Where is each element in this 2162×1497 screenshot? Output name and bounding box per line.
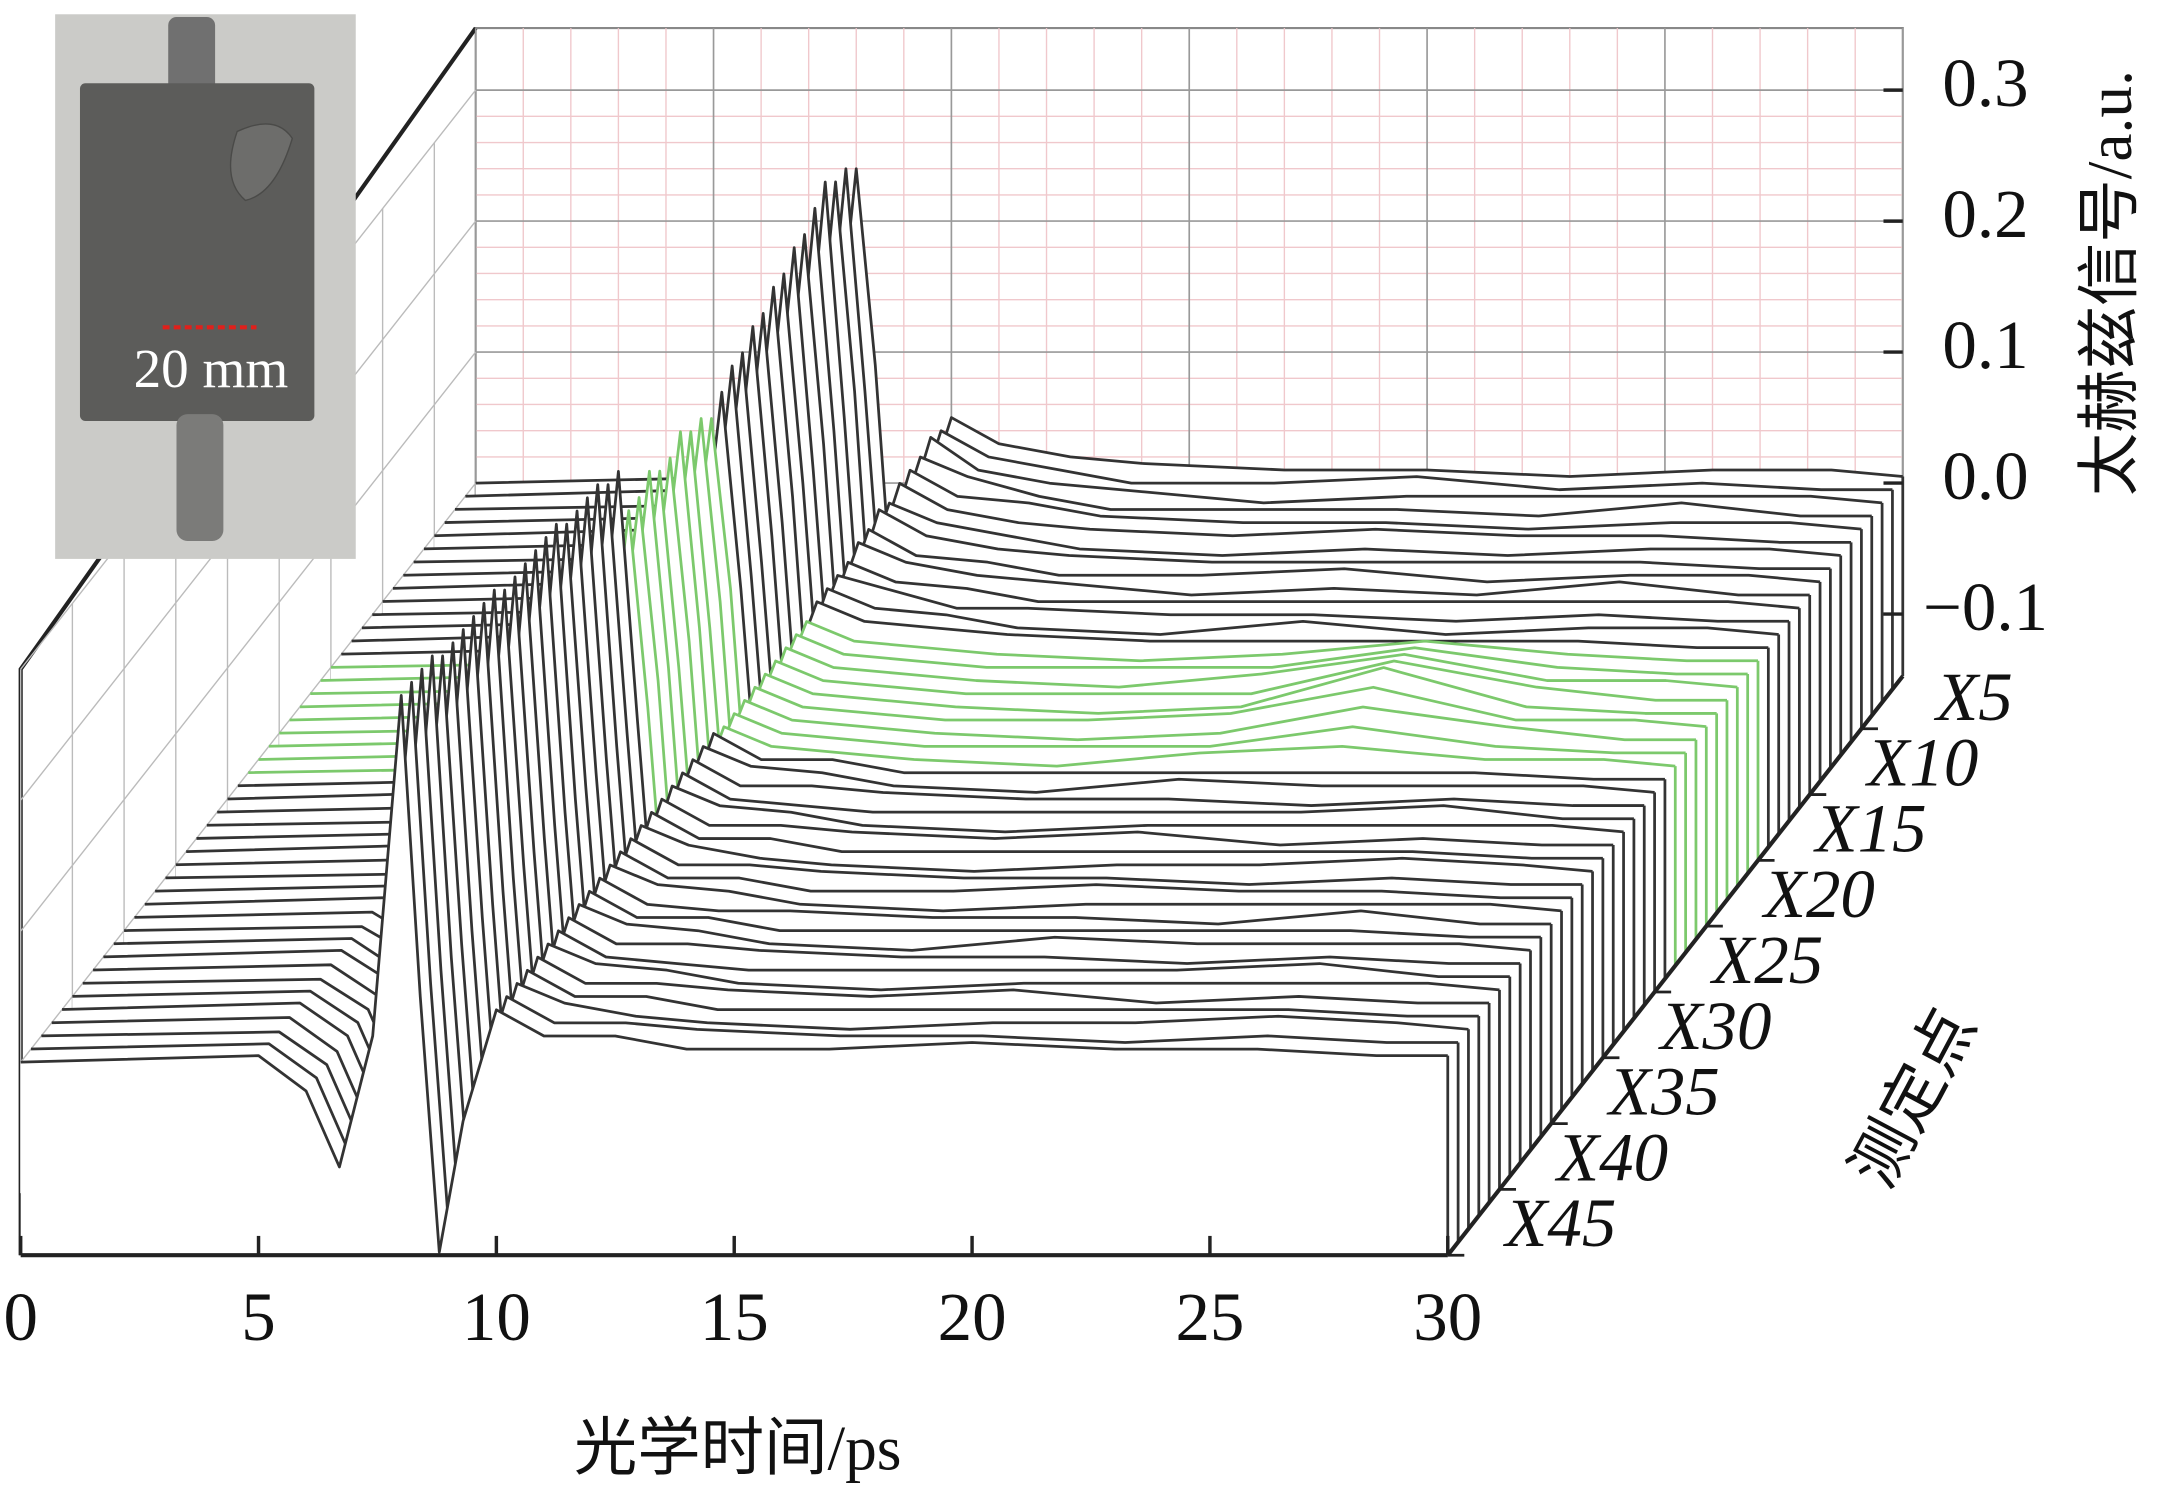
scale-label: 20 mm	[134, 338, 289, 399]
depth-tick-label: X20	[1761, 856, 1875, 932]
trace-line	[20, 694, 1448, 1254]
z-tick-label: −0.1	[1923, 569, 2048, 645]
inset-photo: 20 mm	[55, 14, 356, 559]
depth-tick-label: X40	[1554, 1119, 1668, 1195]
z-axis-label: 太赫兹信号/a.u.	[2074, 70, 2145, 496]
x-tick-label: 0	[3, 1279, 37, 1355]
depth-tick-label: X5	[1933, 659, 2013, 735]
axes: 0 5 10 15 20 25 30−0.10.00.10.20.3X5X10X15X20X…	[3, 45, 2048, 1355]
x-tick-label: 15	[700, 1279, 769, 1355]
depth-tick-label: X35	[1606, 1054, 1720, 1130]
trace-fill	[20, 695, 1448, 1256]
photo-spot	[229, 123, 294, 202]
z-tick-label: 0.1	[1942, 307, 2028, 383]
photo-rod	[168, 17, 216, 103]
x-tick-label: 10	[462, 1279, 531, 1355]
x-tick-label: 5	[241, 1279, 275, 1355]
traces	[20, 167, 1905, 1256]
depth-axis	[1446, 674, 1905, 1257]
depth-tick-label: X45	[1502, 1185, 1616, 1261]
depth-tick-label: X15	[1813, 790, 1927, 866]
grid-line	[20, 351, 477, 932]
depth-tick-label: X30	[1657, 988, 1771, 1064]
z-tick-label: 0.0	[1942, 438, 2028, 514]
x-tick-label: 30	[1413, 1279, 1482, 1355]
x-tick-label: 20	[938, 1279, 1007, 1355]
z-tick-label: 0.2	[1942, 176, 2028, 252]
photo-rod	[176, 414, 224, 541]
x-tick-label: 25	[1175, 1279, 1244, 1355]
depth-axis-label: 测定点	[1837, 997, 1989, 1198]
z-tick-label: 0.3	[1942, 45, 2028, 121]
depth-tick-label: X10	[1864, 725, 1978, 801]
depth-tick-label: X25	[1709, 922, 1823, 998]
x-axis-label: 光学时间/ps	[574, 1413, 902, 1484]
